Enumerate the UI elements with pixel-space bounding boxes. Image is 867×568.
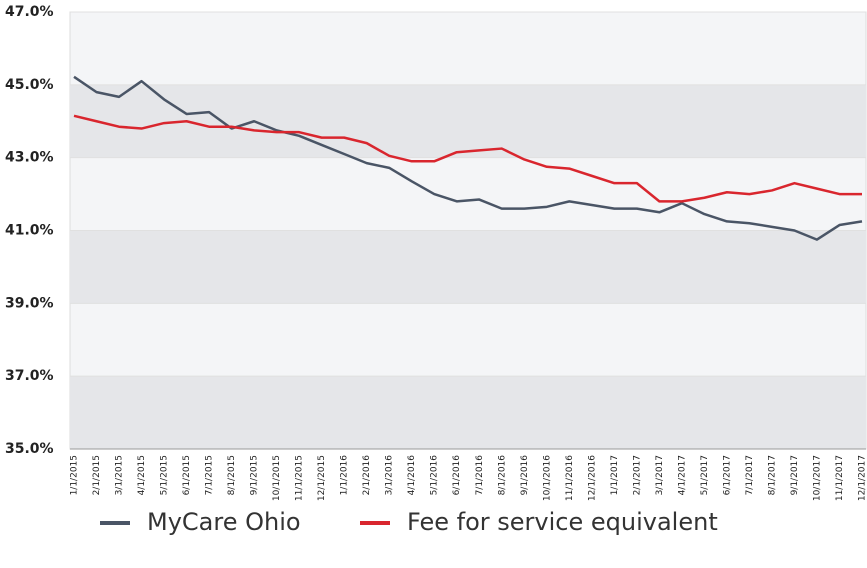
x-tick-label: 8/1/2016 bbox=[497, 455, 507, 496]
x-tick-label: 8/1/2017 bbox=[767, 455, 777, 495]
x-tick-label: 7/1/2017 bbox=[745, 455, 755, 495]
x-tick-label: 1/1/2015 bbox=[70, 455, 80, 495]
x-tick-label: 8/1/2015 bbox=[227, 455, 237, 495]
x-tick-label: 5/1/2015 bbox=[160, 455, 170, 495]
x-tick-label: 11/1/2015 bbox=[295, 455, 305, 501]
y-tick-label: 41.0% bbox=[5, 223, 54, 239]
x-tick-label: 2/1/2015 bbox=[92, 455, 102, 495]
x-tick-label: 12/1/2015 bbox=[317, 455, 327, 501]
x-tick-label: 10/1/2017 bbox=[812, 455, 822, 501]
x-tick-label: 11/1/2017 bbox=[835, 455, 845, 501]
x-tick-label: 5/1/2017 bbox=[700, 455, 710, 495]
x-tick-label: 4/1/2016 bbox=[407, 455, 417, 496]
x-tick-label: 7/1/2016 bbox=[475, 455, 485, 496]
y-tick-label: 39.0% bbox=[5, 295, 54, 311]
x-tick-label: 4/1/2015 bbox=[137, 455, 147, 495]
y-tick-label: 47.0% bbox=[5, 4, 54, 20]
x-tick-label: 1/1/2016 bbox=[340, 455, 350, 496]
y-tick-label: 37.0% bbox=[5, 368, 54, 384]
x-tick-label: 9/1/2015 bbox=[250, 455, 260, 495]
legend-label: MyCare Ohio bbox=[147, 508, 301, 536]
y-tick-label: 35.0% bbox=[5, 441, 54, 457]
x-tick-label: 6/1/2016 bbox=[452, 455, 462, 496]
x-tick-label: 2/1/2016 bbox=[362, 455, 372, 496]
x-tick-label: 9/1/2017 bbox=[790, 455, 800, 495]
x-tick-label: 6/1/2015 bbox=[182, 455, 192, 495]
x-tick-label: 6/1/2017 bbox=[722, 455, 732, 495]
x-tick-label: 1/1/2017 bbox=[610, 455, 620, 495]
x-tick-label: 3/1/2016 bbox=[385, 455, 395, 496]
legend-label: Fee for service equivalent bbox=[407, 508, 718, 536]
y-tick-label: 45.0% bbox=[5, 77, 54, 93]
x-tick-label: 2/1/2017 bbox=[632, 455, 642, 495]
x-tick-label: 3/1/2015 bbox=[115, 455, 125, 495]
x-tick-label: 9/1/2016 bbox=[520, 455, 530, 496]
x-tick-label: 3/1/2017 bbox=[655, 455, 665, 495]
grid-band bbox=[70, 231, 866, 304]
x-tick-label: 5/1/2016 bbox=[430, 455, 440, 496]
y-tick-label: 43.0% bbox=[5, 150, 54, 166]
x-tick-label: 12/1/2017 bbox=[858, 455, 867, 501]
x-tick-label: 7/1/2015 bbox=[205, 455, 215, 495]
x-tick-label: 4/1/2017 bbox=[677, 455, 687, 495]
x-tick-label: 12/1/2016 bbox=[587, 455, 597, 501]
x-tick-label: 10/1/2016 bbox=[542, 455, 552, 501]
x-tick-label: 10/1/2015 bbox=[272, 455, 282, 501]
x-tick-label: 11/1/2016 bbox=[565, 455, 575, 501]
grid-band bbox=[70, 376, 866, 449]
